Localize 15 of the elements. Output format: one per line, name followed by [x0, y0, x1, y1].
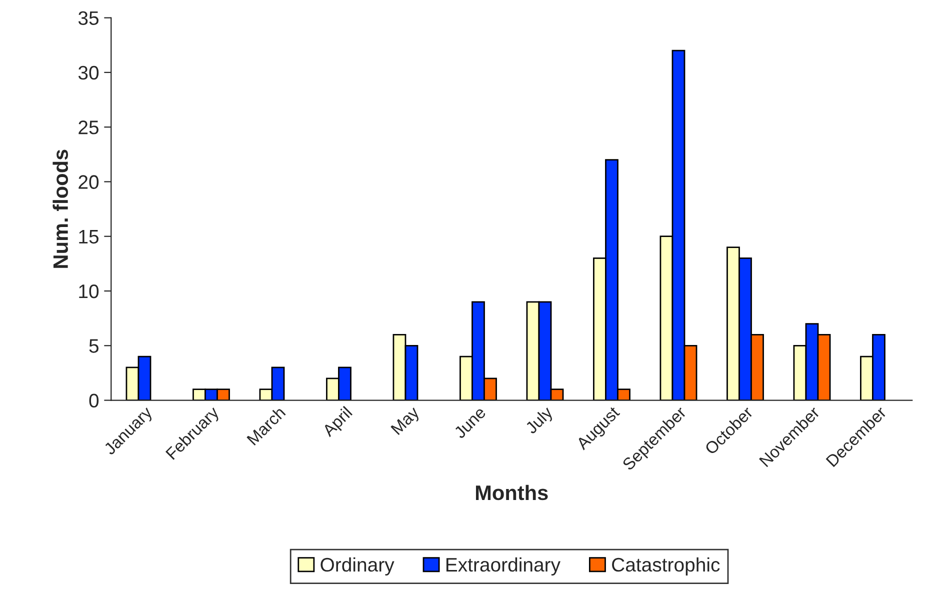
legend-label: Ordinary [320, 557, 394, 576]
y-tick-label: 35 [78, 11, 98, 26]
y-tick-label: 20 [78, 175, 99, 189]
y-tick-label: 10 [79, 284, 99, 298]
y-tick-label: 5 [89, 339, 98, 353]
y-tick-label: 30 [78, 66, 99, 80]
x-tick-label: July [524, 405, 556, 437]
y-tick-label: 0 [89, 394, 99, 408]
x-axis-title: Months [476, 484, 548, 500]
x-tick-label: May [390, 406, 422, 438]
legend-label: Extraordinary [446, 557, 560, 576]
y-axis-title: Num. floods [52, 150, 68, 268]
legend-label: Catastrophic [612, 557, 720, 576]
y-tick-label: 15 [79, 230, 98, 244]
y-tick-label: 25 [78, 120, 98, 134]
